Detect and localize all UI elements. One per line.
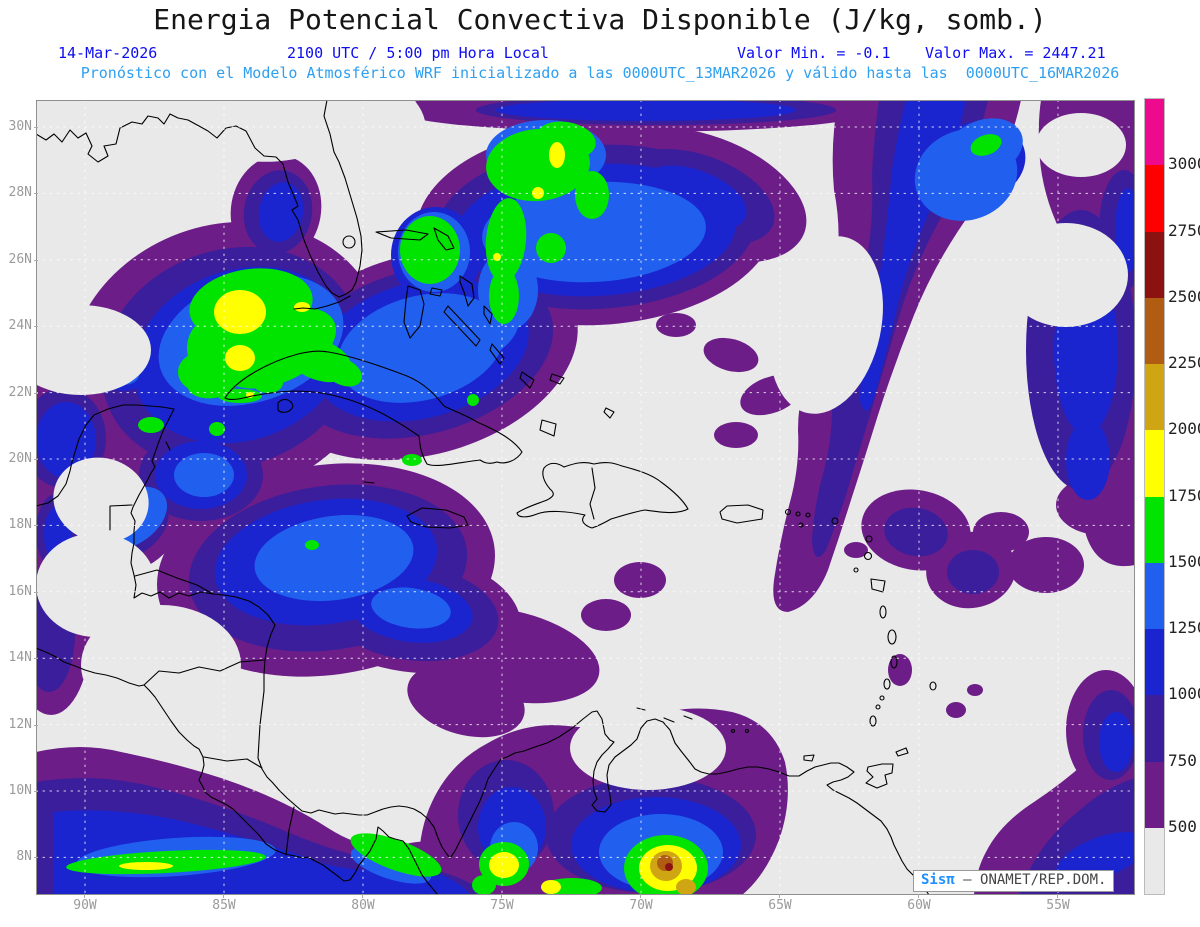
florida-keys [293,295,351,310]
colorbar-segment [1145,827,1164,894]
colorbar-label: 2750 [1168,220,1200,240]
low-cape-gray-regions [11,78,1128,790]
lat-tick-label: 14N [2,651,38,665]
colorbar-segment [1145,430,1164,497]
lon-tick-label: 85W [202,894,246,913]
forecast-subtitle: Pronóstico con el Modelo Atmosférico WRF… [80,64,1120,82]
lat-tick-label: 18N [2,518,38,532]
lon-tick-label: 80W [341,894,385,913]
lon-tick-label: 75W [480,894,524,913]
map-frame [36,100,1135,895]
cuba [224,350,523,467]
lat-tick-label: 20N [2,452,38,466]
coastlines [35,99,937,896]
colorbar-segment [1145,761,1164,828]
org-label: – ONAMET/REP.DOM. [963,872,1107,888]
colorbar-segment [1145,695,1164,762]
lat-tick-label: 8N [2,850,38,864]
colorbar-label: 2000 [1168,419,1200,439]
bahamas [375,227,615,437]
colorbar-segment [1145,562,1164,629]
central-south-america-coast [35,404,930,896]
hispaniola [516,461,689,529]
lon-tick-label: 55W [1036,894,1080,913]
colorbar-label: 1000 [1168,684,1200,704]
us-gulf-coast [35,99,363,298]
colorbar-label: 2250 [1168,353,1200,372]
lon-tick-label: 60W [897,894,941,913]
puerto-rico [719,504,764,524]
country-borders [109,504,295,856]
colorbar-label: 2500 [1168,286,1200,306]
lat-tick-label: 12N [2,717,38,732]
colorbar-label: 750 [1168,750,1197,770]
lake-okeechobee [342,235,356,249]
cape-shading-2500 [665,863,673,871]
lon-tick-label: 90W [63,894,107,913]
lat-tick-label: 10N [2,784,38,798]
colorbar-segment [1145,629,1164,696]
colorbar-label: 3000 [1168,154,1200,174]
lon-tick-label: 70W [619,894,663,913]
lat-tick-label: 24N [2,319,38,333]
page-title: Energia Potencial Convectiva Disponible … [153,3,1047,36]
haiti-dr-border [589,467,596,520]
brand-logo: Sisπ [921,872,955,888]
jamaica [406,507,469,529]
colorbar-label: 1250 [1168,618,1200,637]
colorbar-label: 1500 [1168,551,1200,571]
pacific-coast [35,647,439,896]
gridlines [35,99,1136,896]
lat-tick-label: 30N [2,120,38,134]
value-min-label: Valor Min. = -0.1 [737,44,891,62]
value-max-label: Valor Max. = 2447.21 [925,44,1106,62]
lat-tick-label: 26N [2,252,38,267]
cayman-cozumel [165,441,375,484]
lon-tick-label: 65W [758,894,802,913]
lat-tick-label: 28N [2,186,38,200]
colorbar-label: 500 [1168,816,1197,836]
colorbar-segment [1145,165,1164,232]
lat-tick-label: 22N [2,385,38,400]
colorbar-segment [1145,364,1164,431]
colorbar-segment [1145,496,1164,563]
colorbar [1144,98,1165,895]
cape-map-canvas [6,78,1167,901]
lat-tick-label: 16N [2,584,38,599]
colorbar-segment [1145,297,1164,364]
watermark-badge: Sisπ – ONAMET/REP.DOM. [913,870,1115,892]
cape-map [6,78,1167,901]
colorbar-segment [1145,99,1164,166]
isla-juventud [277,398,294,413]
valid-date: 14-Mar-2026 [58,44,158,62]
lesser-antilles [636,508,937,789]
colorbar-segment [1145,231,1164,298]
valid-time: 2100 UTC / 5:00 pm Hora Local [287,44,549,62]
colorbar-label: 1750 [1168,485,1200,505]
